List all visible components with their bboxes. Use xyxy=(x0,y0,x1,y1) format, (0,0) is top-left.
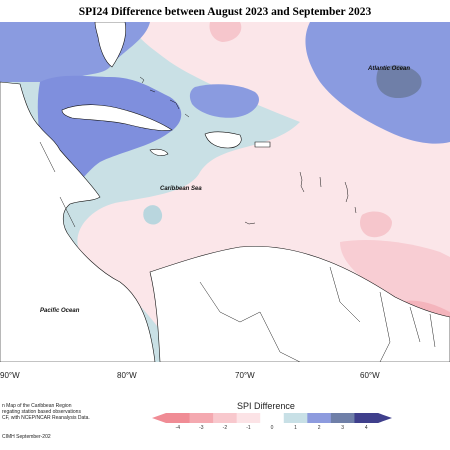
land-cuba xyxy=(61,104,173,131)
lon-tick-70w: 70°W xyxy=(235,371,255,380)
legend-arrow-high xyxy=(378,413,392,423)
legend-tick: 1 xyxy=(294,425,297,431)
borders xyxy=(39,141,436,362)
legend-swatch xyxy=(166,413,191,423)
legend-swatch xyxy=(213,413,238,423)
legend-tick: 3 xyxy=(341,425,345,431)
footnote-line-2: regating station based observations xyxy=(2,409,81,415)
legend-tick: 4 xyxy=(364,425,368,431)
wet-area-hispaniola xyxy=(189,84,259,118)
wet-area-atlantic-core xyxy=(376,65,422,98)
land-hispaniola xyxy=(204,131,242,149)
lon-tick-60w: 60°W xyxy=(360,371,380,380)
dry-area-spot xyxy=(360,211,392,238)
legend-arrow-low xyxy=(152,413,166,423)
islands xyxy=(139,76,357,225)
legend-title: SPI Difference xyxy=(237,401,295,411)
legend-swatch xyxy=(330,413,355,423)
footnote-credit: CIMH September-202 xyxy=(2,434,51,440)
legend-swatch xyxy=(260,413,285,423)
caribbean-map: Atlantic Ocean Caribbean Sea Pacific Oce… xyxy=(0,22,450,362)
label-atlantic-ocean: Atlantic Ocean xyxy=(367,66,410,72)
legend-tick: -1 xyxy=(246,425,251,431)
wet-area-caribbean-spot xyxy=(143,205,163,225)
legend-tick: -4 xyxy=(175,425,180,431)
legend-tick: -2 xyxy=(222,425,228,431)
land-central-america xyxy=(0,81,156,362)
land-south-america xyxy=(149,245,450,362)
land-florida xyxy=(94,22,127,68)
land-jamaica xyxy=(149,148,169,156)
legend-swatch xyxy=(189,413,214,423)
legend-swatch xyxy=(283,413,308,423)
dry-area-east xyxy=(340,240,450,322)
land xyxy=(0,22,450,362)
footnote-line-1: n Map of the Caribbean Region xyxy=(2,403,72,409)
lon-tick-80w: 80°W xyxy=(117,371,137,380)
legend-swatch xyxy=(354,413,379,423)
dry-area-top xyxy=(209,22,242,42)
label-pacific-ocean: Pacific Ocean xyxy=(40,308,80,314)
legend-swatch xyxy=(236,413,261,423)
legend-tick: 0 xyxy=(270,425,274,431)
land-puerto-rico xyxy=(254,141,271,148)
legend-colorbar xyxy=(152,413,392,423)
label-caribbean-sea: Caribbean Sea xyxy=(160,186,202,192)
footnote-line-3: CF, with NCEP/NCAR Reanalysis Data. xyxy=(2,415,90,421)
legend-swatch xyxy=(307,413,332,423)
map-title: SPI24 Difference between August 2023 and… xyxy=(78,6,372,18)
legend-tick: -3 xyxy=(199,425,204,431)
legend-tick: 2 xyxy=(317,425,321,431)
lon-tick-90w: 90°W xyxy=(0,371,20,380)
